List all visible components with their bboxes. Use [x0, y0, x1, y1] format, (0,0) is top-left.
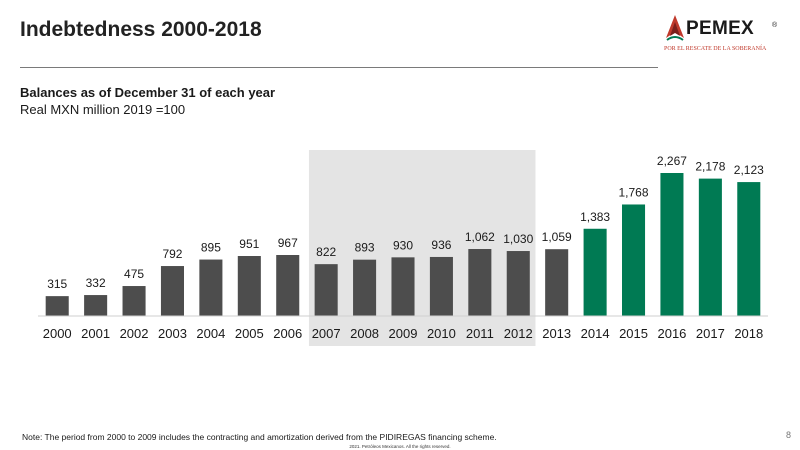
logo-slogan: POR EL RESCATE DE LA SOBERANÍA: [664, 46, 767, 52]
bar-2007: [314, 264, 338, 316]
footnote: Note: The period from 2000 to 2009 inclu…: [22, 432, 497, 442]
value-label-2009: 930: [393, 238, 413, 252]
value-label-2003: 792: [162, 247, 182, 261]
shaded-period-region: [308, 150, 536, 346]
x-tick-label-2002: 2002: [120, 326, 149, 341]
bar-2009: [391, 257, 415, 316]
x-tick-label-2008: 2008: [350, 326, 379, 341]
x-tick-label-2018: 2018: [734, 326, 763, 341]
x-tick-label-2001: 2001: [81, 326, 110, 341]
bar-2013: [545, 249, 569, 316]
pemex-eagle-icon: [666, 15, 684, 41]
bar-2011: [468, 249, 492, 316]
x-tick-label-2014: 2014: [581, 326, 610, 341]
x-tick-label-2016: 2016: [657, 326, 686, 341]
value-label-2001: 332: [86, 276, 106, 290]
bar-2001: [84, 295, 108, 316]
value-label-2017: 2,178: [695, 160, 725, 174]
slide-title: Indebtedness 2000-2018: [20, 18, 262, 41]
bar-2014: [583, 228, 607, 316]
x-tick-label-2017: 2017: [696, 326, 725, 341]
bar-2002: [122, 286, 146, 316]
value-label-2011: 1,062: [465, 230, 495, 244]
x-tick-label-2006: 2006: [273, 326, 302, 341]
bar-2000: [45, 296, 69, 316]
bar-2015: [622, 204, 646, 316]
bar-2017: [698, 178, 722, 316]
bar-2006: [276, 255, 300, 316]
copyright-notice: 2021. Petróleos Mexicanos. All the right…: [349, 444, 451, 449]
x-tick-label-2013: 2013: [542, 326, 571, 341]
value-label-2008: 893: [355, 241, 375, 255]
bar-2003: [160, 266, 184, 316]
value-label-2012: 1,030: [503, 232, 533, 246]
chart-subtitle: Balances as of December 31 of each year: [20, 85, 276, 100]
value-label-2013: 1,059: [542, 230, 572, 244]
value-label-2002: 475: [124, 267, 144, 281]
value-label-2000: 315: [47, 277, 67, 291]
page-number: 8: [786, 430, 792, 440]
bar-2005: [237, 256, 261, 316]
x-tick-label-2009: 2009: [389, 326, 418, 341]
value-label-2005: 951: [239, 237, 259, 251]
x-tick-label-2011: 2011: [466, 326, 494, 341]
value-label-2018: 2,123: [734, 163, 764, 177]
x-tick-label-2000: 2000: [43, 326, 72, 341]
logo-wordmark: PEMEX: [686, 18, 755, 39]
title-divider: [20, 67, 658, 68]
x-tick-label-2003: 2003: [158, 326, 187, 341]
value-label-2015: 1,768: [619, 185, 649, 199]
x-tick-label-2005: 2005: [235, 326, 264, 341]
bar-2008: [353, 259, 377, 316]
bar-2018: [737, 182, 761, 316]
value-label-2016: 2,267: [657, 154, 687, 168]
value-label-2004: 895: [201, 241, 221, 255]
bar-2010: [429, 256, 453, 316]
x-tick-label-2004: 2004: [196, 326, 225, 341]
value-label-2007: 822: [316, 245, 336, 259]
value-label-2010: 936: [431, 238, 451, 252]
bar-2012: [506, 251, 530, 316]
chart-unit-note: Real MXN million 2019 =100: [20, 102, 186, 117]
x-tick-label-2012: 2012: [504, 326, 533, 341]
value-label-2006: 967: [278, 236, 298, 250]
bar-2004: [199, 259, 223, 316]
x-tick-label-2007: 2007: [312, 326, 341, 341]
x-tick-label-2010: 2010: [427, 326, 456, 341]
logo-registered-mark: ®: [772, 22, 778, 29]
x-tick-label-2015: 2015: [619, 326, 648, 341]
pemex-logo: PEMEX ® POR EL RESCATE DE LA SOBERANÍA: [652, 14, 782, 60]
bar-2016: [660, 173, 684, 316]
value-label-2014: 1,383: [580, 210, 610, 224]
